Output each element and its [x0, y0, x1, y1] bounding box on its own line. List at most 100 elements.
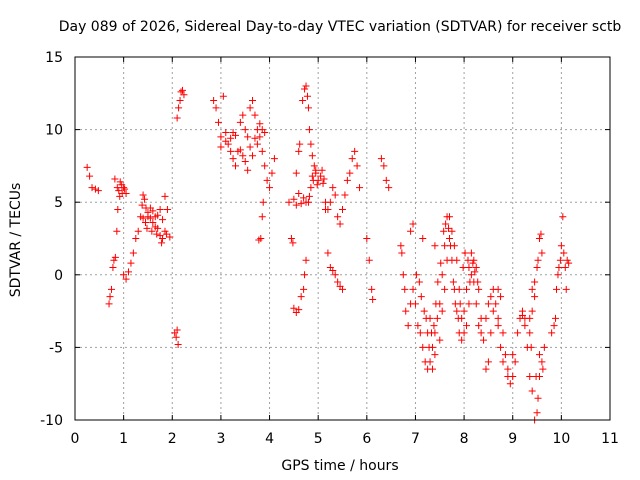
- data-point: [484, 300, 492, 308]
- data-point: [494, 285, 502, 293]
- data-point: [474, 278, 482, 286]
- data-point: [94, 187, 102, 195]
- data-point: [256, 120, 264, 128]
- data-point: [292, 201, 300, 209]
- data-point: [434, 278, 442, 286]
- data-point: [132, 235, 140, 242]
- plot-frame: [74, 56, 611, 421]
- data-point: [445, 224, 453, 232]
- data-point: [501, 351, 509, 359]
- data-point: [295, 147, 303, 155]
- data-point: [307, 140, 315, 148]
- data-point: [416, 329, 424, 337]
- data-point: [146, 214, 154, 222]
- data-point: [122, 275, 130, 283]
- data-point: [290, 195, 298, 203]
- data-point: [492, 300, 500, 308]
- data-point: [440, 227, 448, 235]
- data-point: [301, 271, 309, 279]
- data-point: [494, 322, 502, 330]
- data-point: [430, 322, 438, 330]
- data-point: [303, 92, 311, 100]
- x-tick-label: 10: [552, 431, 570, 447]
- data-point: [301, 85, 309, 93]
- data-point: [341, 191, 349, 199]
- data-point: [460, 307, 468, 315]
- data-point: [329, 184, 337, 192]
- data-point: [437, 259, 445, 267]
- data-point: [174, 340, 182, 348]
- y-tick-label: 0: [54, 268, 63, 284]
- y-tick-label: -10: [40, 413, 63, 429]
- data-point: [229, 155, 237, 163]
- data-point: [419, 343, 427, 351]
- data-point: [417, 293, 425, 301]
- data-point: [302, 256, 310, 264]
- data-point: [453, 307, 461, 315]
- data-point: [442, 220, 450, 228]
- data-point: [414, 322, 422, 330]
- data-point: [251, 111, 259, 119]
- data-point: [448, 256, 456, 264]
- data-point: [369, 295, 377, 303]
- data-point: [456, 300, 464, 308]
- x-tick-label: 9: [508, 431, 517, 447]
- data-point: [531, 293, 539, 301]
- x-tick-labels: 0 1 2 3 4 5 6 7 8 9 10 11: [71, 431, 619, 447]
- data-point: [317, 172, 325, 180]
- data-point: [471, 268, 479, 276]
- data-point: [436, 336, 444, 344]
- data-point: [295, 189, 303, 197]
- data-point: [556, 256, 564, 264]
- data-point: [319, 179, 327, 187]
- data-point: [222, 129, 230, 137]
- data-point: [329, 266, 337, 274]
- data-point: [526, 329, 534, 337]
- data-point: [320, 175, 328, 183]
- data-point: [326, 198, 334, 206]
- data-point: [285, 198, 293, 206]
- data-point: [318, 166, 326, 174]
- data-point: [219, 92, 227, 100]
- data-point: [86, 172, 94, 180]
- data-point: [538, 358, 546, 366]
- data-point: [482, 365, 490, 373]
- data-point: [227, 147, 235, 155]
- data-point: [270, 155, 278, 163]
- data-point: [143, 224, 151, 232]
- data-point: [438, 307, 446, 315]
- data-point: [173, 114, 181, 122]
- data-point: [249, 97, 257, 105]
- x-tick-label: 4: [265, 431, 274, 447]
- data-point: [244, 133, 252, 141]
- data-point: [120, 184, 128, 192]
- data-point: [217, 133, 225, 141]
- data-point: [533, 409, 541, 417]
- x-tick-label: 5: [314, 431, 323, 447]
- data-point: [299, 97, 307, 105]
- data-point: [554, 271, 562, 279]
- data-point: [511, 358, 519, 366]
- data-point: [521, 322, 529, 330]
- data-point: [539, 365, 547, 373]
- data-point: [331, 191, 339, 199]
- data-point: [105, 300, 113, 308]
- data-point: [312, 166, 320, 174]
- data-point: [176, 97, 184, 105]
- data-point: [475, 285, 483, 293]
- data-point: [506, 380, 514, 388]
- data-point: [401, 285, 409, 293]
- data-point: [463, 285, 471, 293]
- data-point: [139, 191, 147, 199]
- data-point: [535, 351, 543, 359]
- data-point: [499, 358, 507, 366]
- data-point: [244, 166, 252, 174]
- data-point: [459, 264, 467, 272]
- data-point: [526, 314, 534, 322]
- data-point: [214, 118, 222, 126]
- data-point: [212, 104, 220, 112]
- data-point: [562, 285, 570, 293]
- data-point: [106, 293, 114, 301]
- data-point: [538, 249, 546, 257]
- data-point: [552, 314, 560, 322]
